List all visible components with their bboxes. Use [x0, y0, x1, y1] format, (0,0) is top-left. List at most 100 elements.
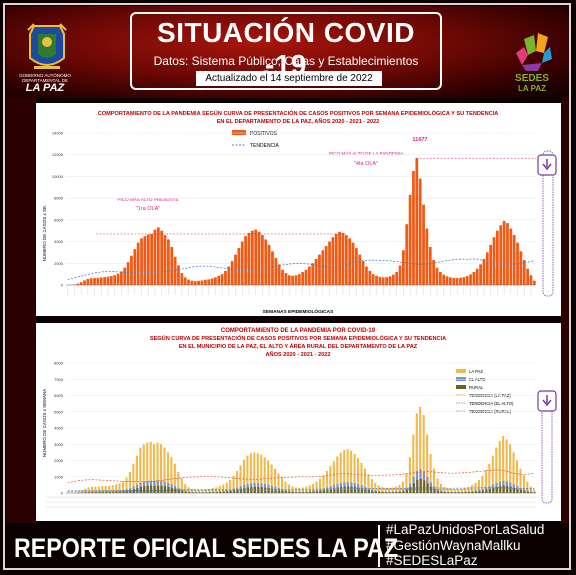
chart-2-bar-rural — [295, 492, 298, 493]
chart-2-bar-la-paz — [464, 487, 467, 493]
updated-label: Actualizado el — [205, 73, 268, 84]
chart-2-bar-la-paz — [94, 486, 97, 493]
chart-2-bar-la-paz — [239, 465, 242, 493]
chart-2-bar-rural — [454, 492, 457, 493]
chart-2-legend-item: TENDENCIA (EL ALTO) — [469, 401, 514, 406]
chart-2-bar-rural — [447, 492, 450, 493]
chart-1-highlight-box — [542, 150, 554, 297]
outer-border — [3, 3, 571, 570]
chart-1-bar — [167, 239, 170, 285]
chart-1-bar — [479, 264, 482, 285]
chart-1-bar — [485, 252, 489, 285]
chart-1-annotation-1: PICO MÁS ALTO PRESENTE — [117, 196, 178, 202]
chart-1-bar — [143, 236, 147, 285]
chart-2-bar-rural — [105, 491, 108, 493]
hashtag-3[interactable]: #SEDESLaPaz — [386, 553, 478, 568]
chart-2-bar-rural — [412, 483, 415, 493]
chart-2-bar-rural — [371, 490, 374, 493]
chart-1-bar — [227, 266, 231, 285]
chart-1-bar — [99, 277, 103, 285]
chart-1-annotation-2-sub: "4ta OLA" — [354, 161, 378, 167]
chart-1-annotation-2: PICO MÁS ALTO DE LA PANDEMIA — [329, 150, 404, 156]
chart-2-bar-la-paz — [121, 481, 125, 493]
chart-2-bar-la-paz — [115, 484, 118, 493]
chart-2-bar-la-paz — [267, 460, 270, 493]
chart-2-bar-rural — [191, 492, 194, 493]
chart-1-bar — [133, 249, 137, 285]
chart-2-bar-rural — [378, 491, 381, 493]
chart-1-bar — [230, 261, 234, 285]
chart-2-bar-rural — [312, 491, 315, 493]
chart-2-bar-rural — [288, 491, 291, 493]
chart-2-bar-la-paz — [108, 485, 111, 493]
chart-2-bar-rural — [364, 489, 367, 493]
chart-1-bar — [412, 171, 415, 285]
chart-1-bar — [482, 258, 486, 285]
chart-1-bar — [455, 278, 459, 285]
chart-2-bar-la-paz — [356, 458, 360, 493]
chart-2-bar-la-paz — [429, 454, 432, 493]
chart-1-bar — [217, 275, 221, 285]
chart-2-bar-rural — [302, 492, 305, 493]
chart-2-bar-la-paz — [270, 464, 273, 493]
chart-2-bar-la-paz — [350, 450, 353, 493]
chart-1-bar — [519, 251, 523, 285]
chart-2-bar-rural — [309, 491, 312, 493]
chart-2-bar-la-paz — [533, 489, 536, 493]
chart-2-bar-la-paz — [80, 490, 83, 493]
chart-2-bar-rural — [361, 488, 364, 493]
chart-1-bar — [341, 232, 345, 285]
chart-2-bar-rural — [530, 492, 533, 493]
chart-2-bar-la-paz — [280, 477, 284, 493]
chart-1-ytick: 6000 — [54, 217, 64, 222]
chart-1-bar — [244, 236, 247, 285]
chart-1-bar — [449, 277, 452, 285]
chart-1-xlabel: SEMANAS EPIDEMIOLÓGICAS — [263, 307, 334, 315]
hashtag-2[interactable]: #GestiónWaynaMallku — [386, 537, 521, 553]
chart-1-bar — [271, 251, 274, 285]
chart-2-bar-la-paz — [315, 481, 318, 493]
chart-2-bar-rural — [461, 492, 464, 493]
chart-1-bar — [405, 224, 409, 285]
chart-2-bar-rural — [157, 485, 160, 493]
chart-1-bar — [193, 281, 197, 285]
chart-1-bar — [365, 266, 368, 285]
chart-2-panel: COMPORTAMIENTO DE LA PANDEMIA POR COVID-… — [36, 323, 561, 521]
chart-2-bar-rural — [126, 490, 129, 493]
chart-2-bar-la-paz — [274, 468, 277, 493]
chart-2-bar-rural — [468, 492, 471, 493]
chart-1-bar — [237, 248, 241, 285]
chart-2-bar-la-paz — [426, 434, 429, 493]
chart-1-bar — [294, 275, 298, 285]
chart-1-bar — [415, 158, 419, 285]
chart-2-bar-rural — [430, 486, 433, 493]
chart-2-bar-la-paz — [156, 442, 159, 493]
chart-1-bar — [187, 279, 190, 285]
chart-1-ytick: 4000 — [54, 239, 64, 244]
chart-1-bar — [281, 269, 284, 285]
hashtag-1[interactable]: #LaPazUnidosPorLaSalud — [386, 522, 545, 537]
chart-2-bar-la-paz — [381, 486, 384, 493]
chart-2-bar-la-paz — [484, 470, 487, 493]
chart-2-bar-la-paz — [232, 475, 235, 493]
hashtags: #LaPazUnidosPorLaSalud #GestiónWaynaMall… — [386, 522, 544, 569]
chart-1-ytick: 0 — [61, 283, 64, 288]
chart-1-bar — [257, 231, 261, 285]
chart-2-bar-rural — [132, 489, 136, 493]
chart-1-bar — [267, 244, 271, 285]
chart-2-bar-la-paz — [384, 487, 387, 493]
gobernacion-caption: GOBIERNO AUTÓNOMO DEPARTAMENTAL DE — [19, 73, 71, 83]
chart-2-bar-rural — [94, 492, 98, 493]
chart-2-bar-la-paz — [142, 444, 145, 493]
chart-2-bar-rural — [485, 489, 488, 493]
chart-1-bar — [220, 274, 224, 285]
chart-2-trend-line — [67, 469, 535, 484]
chart-1-bar — [250, 230, 254, 285]
chart-2-bar-la-paz — [139, 447, 142, 493]
chart-2-bar-rural — [188, 492, 191, 493]
chart-2-bar-rural — [226, 491, 229, 493]
chart-2-bar-la-paz — [135, 455, 138, 493]
footer-title: REPORTE OFICIAL SEDES LA PAZ — [14, 533, 399, 563]
chart-2-bar-la-paz — [422, 415, 425, 493]
chart-1: COMPORTAMIENTO DE LA PANDEMIA SEGÚN CURV… — [41, 109, 557, 315]
